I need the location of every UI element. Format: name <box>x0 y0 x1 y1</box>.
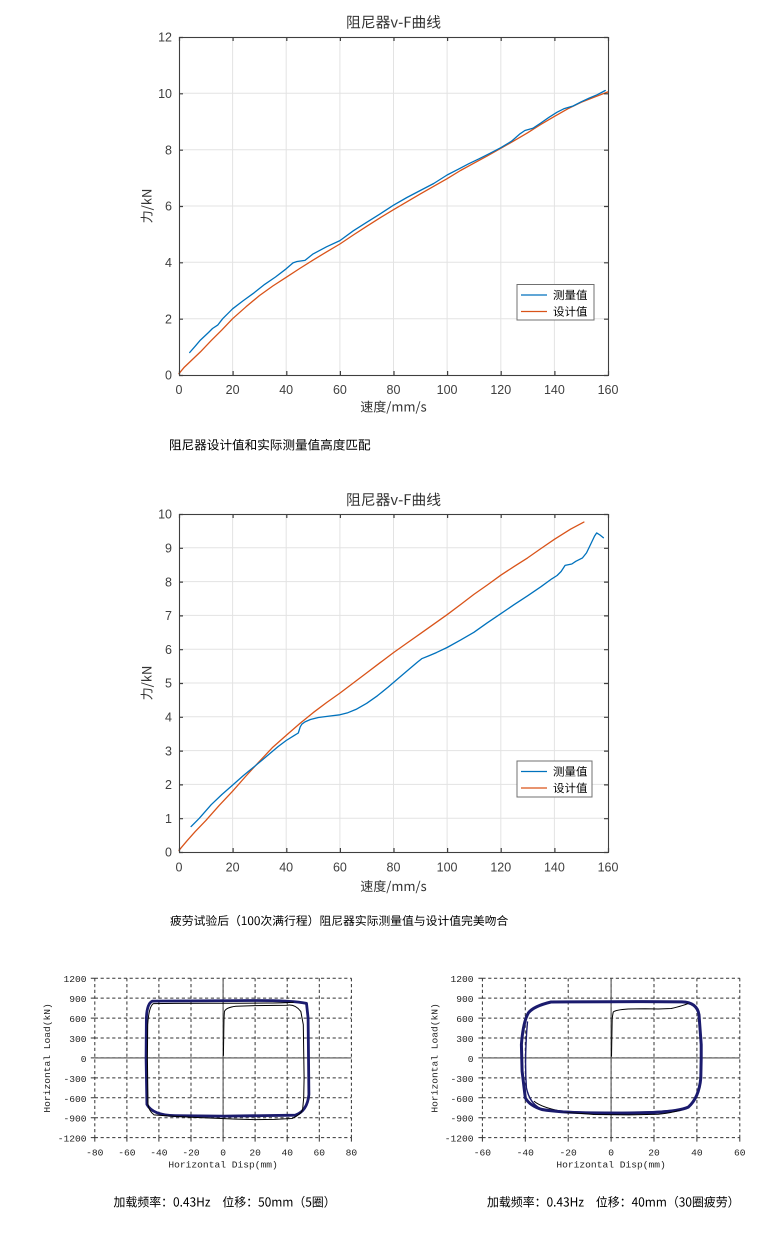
svg-text:40: 40 <box>279 383 293 397</box>
svg-text:4: 4 <box>165 711 172 725</box>
svg-text:-600: -600 <box>63 1094 86 1105</box>
svg-text:60: 60 <box>314 1148 326 1159</box>
svg-text:8: 8 <box>165 143 172 157</box>
svg-text:6: 6 <box>165 200 172 214</box>
svg-text:-80: -80 <box>86 1148 104 1159</box>
svg-text:-1200: -1200 <box>445 1134 474 1145</box>
svg-text:140: 140 <box>544 861 565 875</box>
svg-text:1200: 1200 <box>450 974 473 985</box>
svg-text:60: 60 <box>333 861 347 875</box>
svg-text:12: 12 <box>158 31 172 45</box>
svg-text:Horizontal Disp(mm): Horizontal Disp(mm) <box>556 1160 665 1171</box>
svg-text:-300: -300 <box>450 1074 473 1085</box>
svg-text:-20: -20 <box>560 1148 578 1159</box>
svg-text:900: 900 <box>69 994 87 1005</box>
svg-text:80: 80 <box>387 861 401 875</box>
svg-text:Horizontal Disp(mm): Horizontal Disp(mm) <box>168 1160 277 1171</box>
svg-text:80: 80 <box>346 1148 358 1159</box>
svg-text:120: 120 <box>490 383 511 397</box>
svg-text:160: 160 <box>598 861 619 875</box>
svg-text:-40: -40 <box>150 1148 168 1159</box>
svg-text:20: 20 <box>226 383 240 397</box>
svg-text:300: 300 <box>456 1034 474 1045</box>
svg-text:0: 0 <box>468 1054 474 1065</box>
svg-text:-900: -900 <box>450 1114 473 1125</box>
svg-text:20: 20 <box>648 1148 660 1159</box>
svg-text:-60: -60 <box>118 1148 136 1159</box>
svg-text:10: 10 <box>158 87 172 101</box>
svg-text:8: 8 <box>165 575 172 589</box>
svg-text:Horizontal Load(kN): Horizontal Load(kN) <box>430 1003 441 1112</box>
svg-text:Horizontal Load(kN): Horizontal Load(kN) <box>42 1003 53 1112</box>
svg-text:600: 600 <box>69 1014 87 1025</box>
svg-text:1200: 1200 <box>63 974 86 985</box>
svg-text:80: 80 <box>387 383 401 397</box>
svg-text:160: 160 <box>598 383 619 397</box>
svg-text:0: 0 <box>176 861 183 875</box>
svg-text:40: 40 <box>279 861 293 875</box>
svg-text:-1200: -1200 <box>58 1134 87 1145</box>
svg-text:40: 40 <box>281 1148 293 1159</box>
svg-text:-60: -60 <box>474 1148 492 1159</box>
svg-text:100: 100 <box>437 383 458 397</box>
svg-text:-900: -900 <box>63 1114 86 1125</box>
svg-text:3: 3 <box>165 744 172 758</box>
svg-text:-20: -20 <box>182 1148 200 1159</box>
svg-text:0: 0 <box>81 1054 87 1065</box>
svg-text:300: 300 <box>69 1034 87 1045</box>
svg-text:5: 5 <box>165 677 172 691</box>
svg-text:4: 4 <box>165 256 172 270</box>
svg-text:-600: -600 <box>450 1094 473 1105</box>
svg-text:0: 0 <box>176 383 183 397</box>
svg-text:7: 7 <box>165 609 172 623</box>
svg-text:0: 0 <box>165 846 172 860</box>
svg-text:0: 0 <box>608 1148 614 1159</box>
svg-text:100: 100 <box>437 861 458 875</box>
svg-text:10: 10 <box>158 508 172 522</box>
svg-text:-40: -40 <box>517 1148 535 1159</box>
svg-text:120: 120 <box>490 861 511 875</box>
svg-text:600: 600 <box>456 1014 474 1025</box>
svg-text:-300: -300 <box>63 1074 86 1085</box>
svg-text:0: 0 <box>220 1148 226 1159</box>
svg-text:20: 20 <box>249 1148 261 1159</box>
svg-text:9: 9 <box>165 542 172 556</box>
svg-text:140: 140 <box>544 383 565 397</box>
svg-text:900: 900 <box>456 994 474 1005</box>
svg-text:60: 60 <box>333 383 347 397</box>
svg-text:60: 60 <box>734 1148 746 1159</box>
svg-text:0: 0 <box>165 369 172 383</box>
svg-text:20: 20 <box>226 861 240 875</box>
svg-text:6: 6 <box>165 643 172 657</box>
svg-text:2: 2 <box>165 312 172 326</box>
svg-text:40: 40 <box>691 1148 703 1159</box>
svg-text:2: 2 <box>165 778 172 792</box>
svg-text:1: 1 <box>165 812 172 826</box>
